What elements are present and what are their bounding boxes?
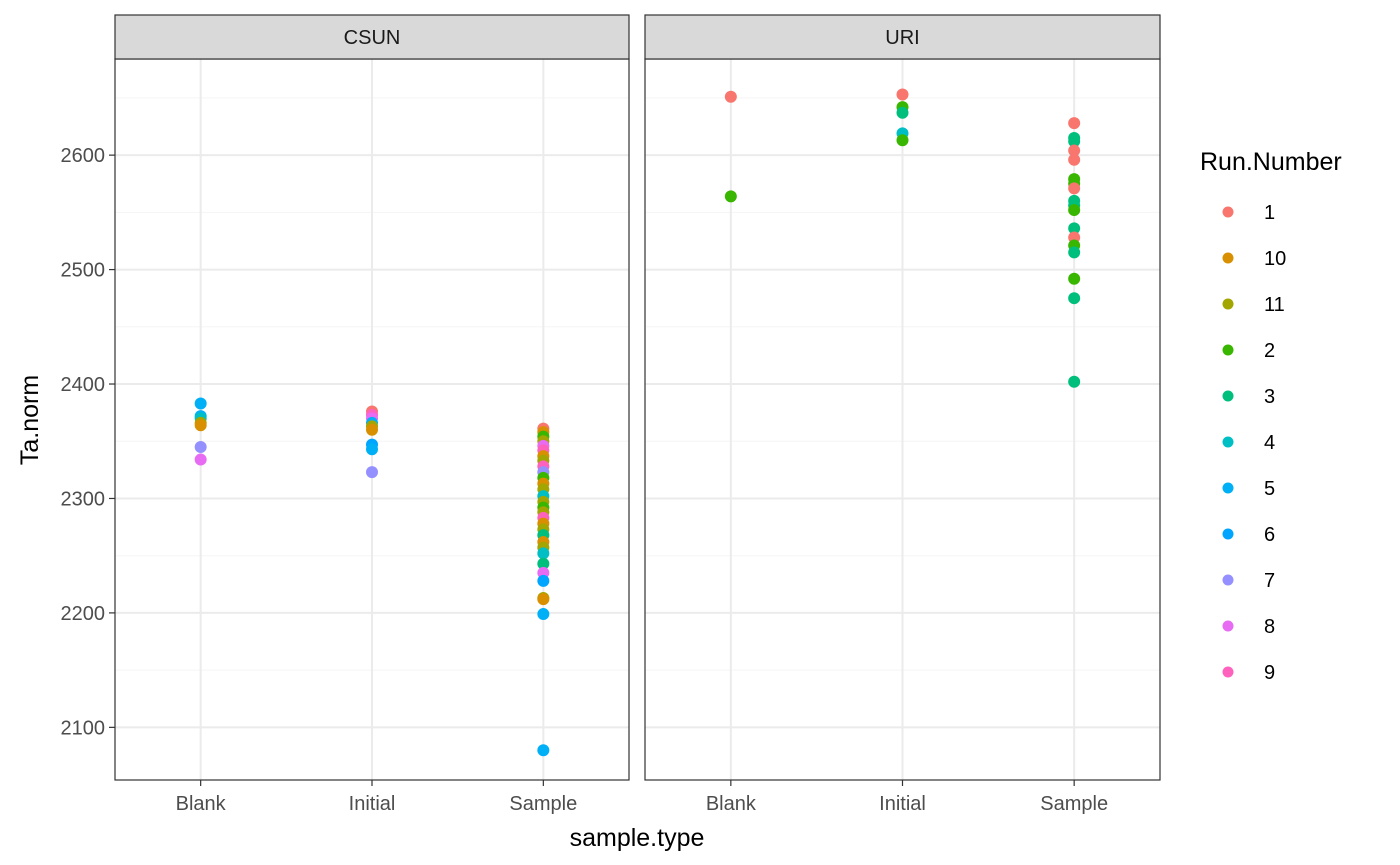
legend-label: 6 — [1264, 524, 1275, 546]
data-point — [1068, 144, 1081, 157]
data-point — [1068, 292, 1081, 305]
x-axis-title: sample.type — [570, 824, 705, 852]
data-point — [537, 574, 550, 587]
legend-label: 1 — [1264, 202, 1275, 224]
legend-label: 4 — [1264, 432, 1275, 454]
legend-key — [1222, 620, 1234, 632]
legend-label: 5 — [1264, 478, 1275, 500]
legend-item: 10 — [1222, 248, 1286, 270]
legend-item: 6 — [1222, 524, 1275, 546]
data-point — [194, 419, 207, 432]
x-tick-label: Sample — [509, 793, 577, 815]
x-tick-label: Initial — [879, 793, 926, 815]
data-point — [896, 134, 909, 147]
legend-label: 2 — [1264, 340, 1275, 362]
data-point — [1068, 246, 1081, 259]
data-point — [1068, 375, 1081, 388]
legend-title: Run.Number — [1200, 148, 1342, 176]
legend-key — [1222, 666, 1234, 678]
data-point — [537, 547, 550, 560]
data-point — [1068, 204, 1081, 217]
legend-item: 3 — [1222, 386, 1275, 408]
data-point — [366, 466, 378, 479]
facet-strip-label: URI — [885, 27, 919, 49]
y-tick-label: 2300 — [61, 488, 106, 510]
facet-strip-label: CSUN — [344, 27, 401, 49]
data-point — [1068, 153, 1081, 166]
facet-strip — [644, 14, 1161, 60]
facet-strip — [114, 14, 630, 60]
data-point — [366, 423, 378, 436]
x-tick-label: Initial — [349, 793, 396, 815]
data-point — [194, 453, 207, 466]
legend-label: 9 — [1264, 662, 1275, 684]
legend: Run.Number 1 10 11 2 3 4 5 6 7 8 9 — [1200, 148, 1342, 684]
legend-item: 1 — [1222, 202, 1275, 224]
legend-item: 9 — [1222, 662, 1275, 684]
y-axis-title: Ta.norm — [16, 375, 44, 465]
legend-item: 5 — [1222, 478, 1275, 500]
data-point — [896, 88, 909, 101]
legend-label: 7 — [1264, 570, 1275, 592]
data-point — [1068, 117, 1081, 130]
data-point — [366, 443, 378, 456]
x-tick-label: Blank — [176, 793, 227, 815]
y-axis: 2100 2200 2300 2400 2500 2600 — [61, 145, 115, 739]
x-tick-label: Blank — [706, 793, 757, 815]
legend-key — [1222, 574, 1234, 586]
data-point — [896, 106, 909, 119]
legend-item: 11 — [1222, 294, 1285, 316]
y-tick-label: 2500 — [61, 260, 106, 282]
data-point — [537, 557, 550, 570]
data-point — [537, 608, 550, 621]
legend-key — [1222, 344, 1234, 356]
data-point — [1068, 182, 1081, 195]
facet-panel-uri: URI — [644, 14, 1161, 781]
legend-key — [1222, 252, 1234, 264]
y-tick-label: 2100 — [61, 717, 106, 739]
legend-key — [1222, 528, 1234, 540]
data-point — [1068, 135, 1081, 148]
legend-key — [1222, 482, 1234, 494]
legend-key — [1222, 390, 1234, 402]
data-point — [724, 90, 737, 103]
data-point — [1068, 272, 1081, 285]
data-point — [537, 744, 550, 757]
y-tick-label: 2600 — [61, 145, 106, 167]
data-point — [537, 593, 550, 606]
facet-panels: CSUN URI — [114, 14, 1161, 781]
y-tick-label: 2200 — [61, 603, 106, 625]
data-point — [194, 440, 207, 453]
legend-key — [1222, 298, 1234, 310]
legend-label: 3 — [1264, 386, 1275, 408]
data-point — [1068, 222, 1081, 235]
legend-item: 7 — [1222, 570, 1275, 592]
legend-key — [1222, 436, 1234, 448]
x-tick-label: Sample — [1040, 793, 1108, 815]
legend-label: 8 — [1264, 616, 1275, 638]
x-axes: Blank Initial Sample Blank Initial Sample — [176, 780, 1108, 815]
legend-item: 2 — [1222, 340, 1275, 362]
legend-label: 10 — [1264, 248, 1286, 270]
legend-label: 11 — [1264, 294, 1285, 316]
data-point — [724, 190, 737, 203]
y-tick-label: 2400 — [61, 374, 106, 396]
legend-key — [1222, 206, 1234, 218]
legend-item: 4 — [1222, 432, 1275, 454]
data-point — [194, 397, 207, 410]
legend-items: 1 10 11 2 3 4 5 6 7 8 9 — [1222, 202, 1286, 684]
facet-panel-csun: CSUN — [114, 14, 630, 781]
legend-item: 8 — [1222, 616, 1275, 638]
